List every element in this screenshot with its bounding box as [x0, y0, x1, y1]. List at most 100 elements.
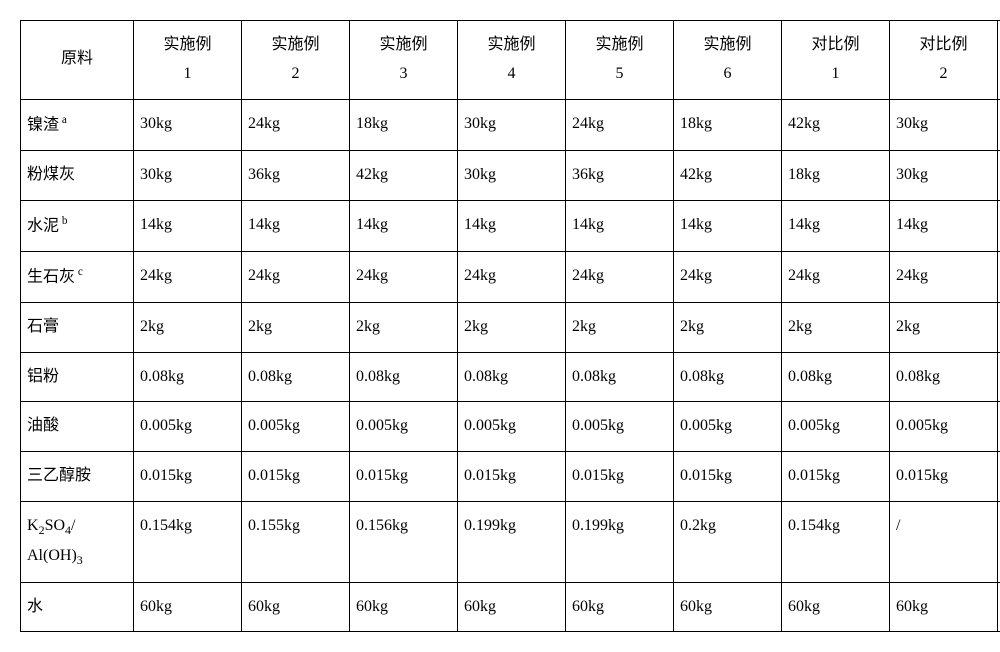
data-cell: 2kg: [350, 302, 458, 352]
data-cell: 0.015kg: [458, 452, 566, 502]
data-cell: 14kg: [782, 200, 890, 251]
data-cell: 0.015kg: [242, 452, 350, 502]
data-cell: 30kg: [458, 99, 566, 150]
data-cell: 14kg: [242, 200, 350, 251]
data-cell: 60kg: [134, 582, 242, 632]
data-cell: 24kg: [782, 251, 890, 302]
data-cell: 2kg: [566, 302, 674, 352]
data-cell: 14kg: [458, 200, 566, 251]
data-cell: 0.08kg: [890, 352, 998, 402]
header-cell: 实施例3: [350, 21, 458, 100]
row-label: 水泥 b: [21, 200, 134, 251]
data-cell: 30kg: [890, 99, 998, 150]
header-cell: 对比例1: [782, 21, 890, 100]
data-cell: 2kg: [782, 302, 890, 352]
data-cell: 30kg: [458, 150, 566, 200]
data-cell: 0.005kg: [458, 402, 566, 452]
data-cell: 14kg: [674, 200, 782, 251]
data-cell: 0.005kg: [566, 402, 674, 452]
data-cell: 60kg: [566, 582, 674, 632]
data-cell: 36kg: [242, 150, 350, 200]
data-cell: 30kg: [134, 150, 242, 200]
data-cell: /: [890, 501, 998, 582]
data-cell: 24kg: [890, 251, 998, 302]
data-cell: 24kg: [566, 99, 674, 150]
data-cell: 24kg: [242, 251, 350, 302]
row-label: 水: [21, 582, 134, 632]
row-label: 生石灰 c: [21, 251, 134, 302]
data-cell: 18kg: [674, 99, 782, 150]
table-row: 生石灰 c24kg24kg24kg24kg24kg24kg24kg24kg24k…: [21, 251, 1000, 302]
data-cell: 42kg: [350, 150, 458, 200]
data-cell: 0.08kg: [350, 352, 458, 402]
data-cell: 42kg: [674, 150, 782, 200]
data-cell: 0.005kg: [242, 402, 350, 452]
data-cell: 2kg: [674, 302, 782, 352]
data-cell: 24kg: [674, 251, 782, 302]
data-cell: 2kg: [890, 302, 998, 352]
table-row: 水60kg60kg60kg60kg60kg60kg60kg60kg60kg: [21, 582, 1000, 632]
row-label: 镍渣 a: [21, 99, 134, 150]
data-cell: 42kg: [782, 99, 890, 150]
data-cell: 60kg: [458, 582, 566, 632]
data-cell: 24kg: [350, 251, 458, 302]
row-label: 油酸: [21, 402, 134, 452]
data-cell: 60kg: [890, 582, 998, 632]
data-cell: 2kg: [242, 302, 350, 352]
data-cell: 60kg: [674, 582, 782, 632]
data-cell: 24kg: [458, 251, 566, 302]
data-cell: 0.015kg: [566, 452, 674, 502]
data-cell: 0.08kg: [674, 352, 782, 402]
table-row: 镍渣 a30kg24kg18kg30kg24kg18kg42kg30kg30kg: [21, 99, 1000, 150]
data-cell: 0.015kg: [782, 452, 890, 502]
header-cell: 实施例4: [458, 21, 566, 100]
data-cell: 0.005kg: [782, 402, 890, 452]
row-label: 铝粉: [21, 352, 134, 402]
data-cell: 30kg: [134, 99, 242, 150]
data-cell: 0.005kg: [134, 402, 242, 452]
data-cell: 0.015kg: [674, 452, 782, 502]
table-row: 粉煤灰30kg36kg42kg30kg36kg42kg18kg30kg30kg: [21, 150, 1000, 200]
materials-table: 原料实施例1实施例2实施例3实施例4实施例5实施例6对比例1对比例2对比例3镍渣…: [20, 20, 1000, 632]
table-row: 水泥 b14kg14kg14kg14kg14kg14kg14kg14kg14kg: [21, 200, 1000, 251]
data-cell: 0.155kg: [242, 501, 350, 582]
data-cell: 24kg: [566, 251, 674, 302]
data-cell: 0.08kg: [566, 352, 674, 402]
data-cell: 14kg: [890, 200, 998, 251]
table-row: 铝粉0.08kg0.08kg0.08kg0.08kg0.08kg0.08kg0.…: [21, 352, 1000, 402]
header-cell: 对比例2: [890, 21, 998, 100]
data-cell: 0.154kg: [782, 501, 890, 582]
data-cell: 0.154kg: [134, 501, 242, 582]
header-cell: 实施例2: [242, 21, 350, 100]
header-cell: 实施例1: [134, 21, 242, 100]
data-cell: 14kg: [134, 200, 242, 251]
header-cell: 实施例6: [674, 21, 782, 100]
data-cell: 30kg: [890, 150, 998, 200]
row-label: 粉煤灰: [21, 150, 134, 200]
data-cell: 24kg: [134, 251, 242, 302]
data-cell: 0.005kg: [674, 402, 782, 452]
data-cell: 0.005kg: [350, 402, 458, 452]
row-label: 石膏: [21, 302, 134, 352]
row-label: K2SO4/Al(OH)3: [21, 501, 134, 582]
data-cell: 14kg: [350, 200, 458, 251]
row-label: 三乙醇胺: [21, 452, 134, 502]
data-cell: 0.015kg: [350, 452, 458, 502]
header-cell: 实施例5: [566, 21, 674, 100]
data-cell: 60kg: [782, 582, 890, 632]
data-cell: 2kg: [134, 302, 242, 352]
data-cell: 0.015kg: [890, 452, 998, 502]
data-cell: 18kg: [350, 99, 458, 150]
table-row: 油酸0.005kg0.005kg0.005kg0.005kg0.005kg0.0…: [21, 402, 1000, 452]
data-cell: 0.199kg: [458, 501, 566, 582]
table-body: 原料实施例1实施例2实施例3实施例4实施例5实施例6对比例1对比例2对比例3镍渣…: [21, 21, 1000, 632]
table-row: 三乙醇胺0.015kg0.015kg0.015kg0.015kg0.015kg0…: [21, 452, 1000, 502]
data-cell: 60kg: [350, 582, 458, 632]
data-cell: 0.08kg: [242, 352, 350, 402]
data-cell: 2kg: [458, 302, 566, 352]
data-cell: 0.199kg: [566, 501, 674, 582]
data-cell: 24kg: [242, 99, 350, 150]
data-cell: 0.08kg: [782, 352, 890, 402]
header-cell-material: 原料: [21, 21, 134, 100]
data-cell: 18kg: [782, 150, 890, 200]
